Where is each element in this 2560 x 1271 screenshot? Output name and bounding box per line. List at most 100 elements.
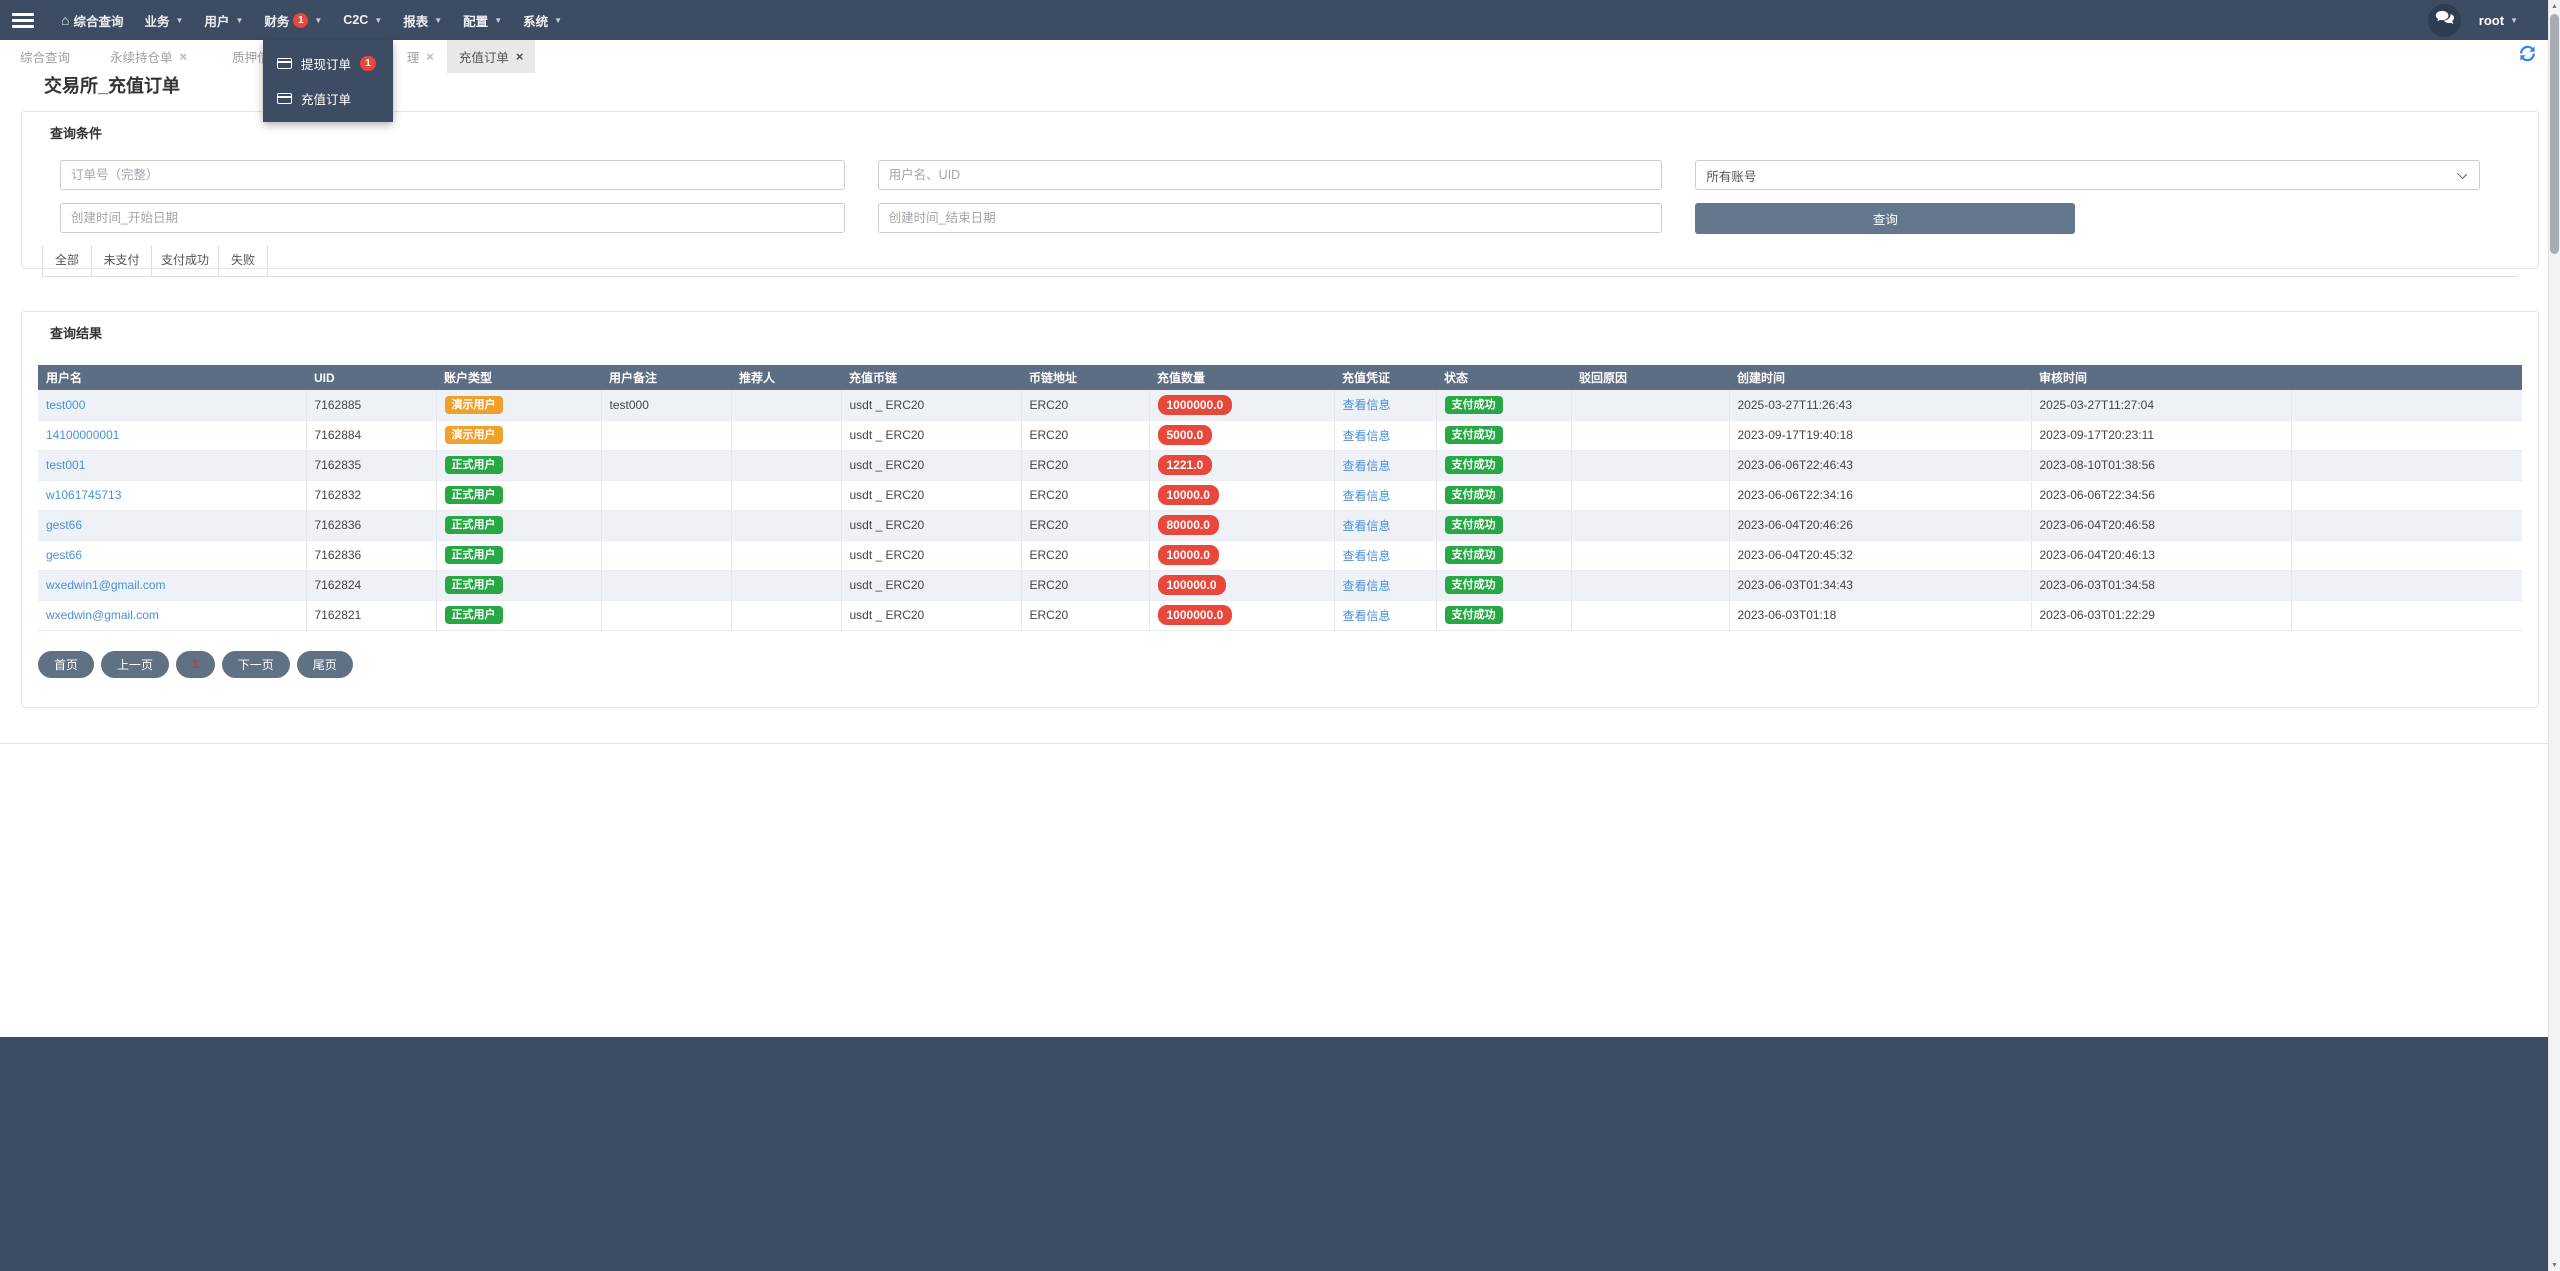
top-navbar: ⌂ 综合查询 业务 ▼ 用户 ▼ 财务 1 ▼ C2C ▼ 报表 ▼ 配置 ▼ 系统 ▼ root ▼ [0, 0, 2560, 40]
status-badge: 支付成功 [1444, 515, 1503, 535]
status-badge: 支付成功 [1444, 605, 1503, 625]
nav-item-1[interactable]: ⌂ 综合查询 [61, 11, 123, 30]
empty-cell [2291, 450, 2522, 481]
voucher-link[interactable]: 查看信息 [1342, 458, 1391, 473]
voucher-link[interactable]: 查看信息 [1342, 398, 1391, 413]
table-row: wxedwin1@gmail.com 7162824 正式用户 usdt _ ERC2… [38, 570, 2522, 601]
page-prev-button[interactable]: 上一页 [101, 650, 170, 678]
scrollbar-up-arrow-icon[interactable]: ▲ [2551, 3, 2558, 10]
reject-reason-cell [1571, 420, 1730, 451]
page-current-button[interactable]: 1 [176, 650, 215, 678]
page-last-button[interactable]: 尾页 [296, 650, 353, 678]
tab-close-icon[interactable]: × [426, 49, 434, 64]
dropdown-item-2[interactable]: 充值订单 [263, 81, 393, 116]
status-filter-tabs: 全部 未支付 支付成功 失败 [42, 245, 2518, 277]
scrollbar-thumb[interactable] [2550, 14, 2559, 254]
username-link[interactable]: 14100000001 [46, 428, 120, 442]
username-link[interactable]: wxedwin@gmail.com [46, 608, 159, 622]
tab-close-icon[interactable]: × [179, 49, 188, 64]
nav-item-2[interactable]: 业务 ▼ [144, 11, 183, 30]
dropdown-item-1[interactable]: 提现订单 1 [263, 46, 393, 81]
filter-tab-1[interactable]: 全部 [42, 245, 91, 276]
created-time-cell: 2023-06-06T22:34:16 [1729, 480, 2032, 511]
page-title: 交易所_充值订单 [44, 76, 181, 96]
username-link[interactable]: test000 [46, 397, 86, 412]
voucher-link[interactable]: 查看信息 [1342, 518, 1391, 533]
amount-cell: 1000000.0 [1149, 390, 1335, 421]
start-date-input[interactable] [60, 203, 845, 233]
vertical-scrollbar[interactable]: ▲ ▼ [2548, 0, 2560, 1271]
account-type-cell: 正式用户 [436, 600, 602, 631]
nav-item-7[interactable]: 配置 ▼ [463, 11, 502, 30]
referrer-cell [731, 600, 842, 631]
query-button[interactable]: 查询 [1695, 203, 2076, 234]
voucher-link[interactable]: 查看信息 [1342, 548, 1391, 563]
amount-cell: 1221.0 [1149, 450, 1335, 481]
column-header: UID [306, 365, 436, 390]
filter-tab-4[interactable]: 失败 [218, 245, 268, 276]
tab-close-icon[interactable]: × [515, 49, 524, 64]
account-type-select[interactable]: 所有账号 [1695, 160, 2481, 190]
account-type-cell: 正式用户 [436, 510, 602, 541]
hamburger-menu-icon[interactable] [12, 10, 34, 31]
table-row: 14100000001 7162884 演示用户 usdt _ ERC20 ERC20 5… [38, 420, 2522, 451]
order-no-input[interactable] [60, 160, 845, 190]
page-first-button[interactable]: 首页 [38, 650, 95, 678]
audited-time-cell: 2025-03-27T11:27:04 [2031, 390, 2292, 421]
empty-cell [2291, 390, 2522, 421]
username-link[interactable]: gest66 [46, 548, 83, 562]
filter-tab-2[interactable]: 未支付 [91, 245, 151, 276]
end-date-input[interactable] [877, 203, 1663, 233]
home-icon: ⌂ [61, 12, 70, 28]
username-link[interactable]: w1061745713 [46, 488, 122, 502]
scrollbar-down-arrow-icon[interactable]: ▼ [2551, 1262, 2558, 1269]
chevron-down-icon: ▼ [494, 15, 503, 25]
refresh-button[interactable] [2517, 44, 2537, 64]
filter-tab-3[interactable]: 支付成功 [151, 245, 218, 276]
created-time-cell: 2025-03-27T11:26:43 [1729, 390, 2032, 421]
status-cell: 支付成功 [1436, 510, 1572, 541]
status-badge: 支付成功 [1444, 455, 1503, 475]
voucher-link[interactable]: 查看信息 [1342, 578, 1391, 593]
chat-button[interactable] [2427, 3, 2461, 37]
column-header: 推荐人 [731, 365, 841, 390]
status-cell: 支付成功 [1436, 420, 1572, 451]
nav-item-4[interactable]: 财务 1 ▼ [264, 11, 322, 30]
chain-cell: ERC20 [1021, 450, 1150, 481]
user-uid-input[interactable] [877, 160, 1663, 190]
username-link[interactable]: test001 [46, 458, 86, 472]
amount-cell: 10000.0 [1149, 540, 1335, 571]
tab-1[interactable]: 综合查询 [8, 40, 82, 73]
uid-cell: 7162885 [306, 390, 437, 421]
chevron-down-icon: ▼ [2510, 15, 2518, 25]
status-cell: 支付成功 [1436, 450, 1572, 481]
audited-time-cell: 2023-06-04T20:46:58 [2031, 510, 2292, 541]
audited-time-cell: 2023-06-03T01:22:29 [2031, 600, 2292, 631]
user-menu[interactable]: root ▼ [2479, 13, 2518, 28]
amount-badge: 80000.0 [1157, 515, 1219, 535]
username-link[interactable]: wxedwin1@gmail.com [46, 578, 166, 592]
tab-5[interactable]: 充值订单 × [446, 40, 536, 73]
results-card-title: 查询结果 [50, 326, 103, 341]
nav-item-3[interactable]: 用户 ▼ [204, 11, 243, 30]
username-link[interactable]: gest66 [46, 518, 83, 532]
account-type-badge: 演示用户 [444, 395, 503, 414]
chain-cell: ERC20 [1021, 420, 1150, 451]
nav-item-8[interactable]: 系统 ▼ [523, 11, 562, 30]
column-header: 用户名 [38, 365, 306, 390]
voucher-link[interactable]: 查看信息 [1342, 608, 1391, 623]
nav-item-5[interactable]: C2C ▼ [343, 13, 382, 27]
referrer-cell [731, 390, 842, 421]
voucher-link[interactable]: 查看信息 [1342, 488, 1391, 503]
voucher-link[interactable]: 查看信息 [1342, 428, 1391, 443]
tab-2[interactable]: 永续持仓单 × [98, 40, 199, 73]
column-header [2291, 365, 2522, 390]
tab-4[interactable]: 理 × [395, 40, 446, 73]
created-time-cell: 2023-06-06T22:46:43 [1729, 450, 2032, 481]
page-next-button[interactable]: 下一页 [221, 650, 290, 678]
tab-label: 充值订单 [458, 51, 509, 65]
created-time-cell: 2023-06-03T01:18 [1729, 600, 2032, 631]
tab-label: 理 [406, 51, 420, 65]
nav-item-6[interactable]: 报表 ▼ [403, 11, 442, 30]
remark-cell [601, 540, 732, 571]
